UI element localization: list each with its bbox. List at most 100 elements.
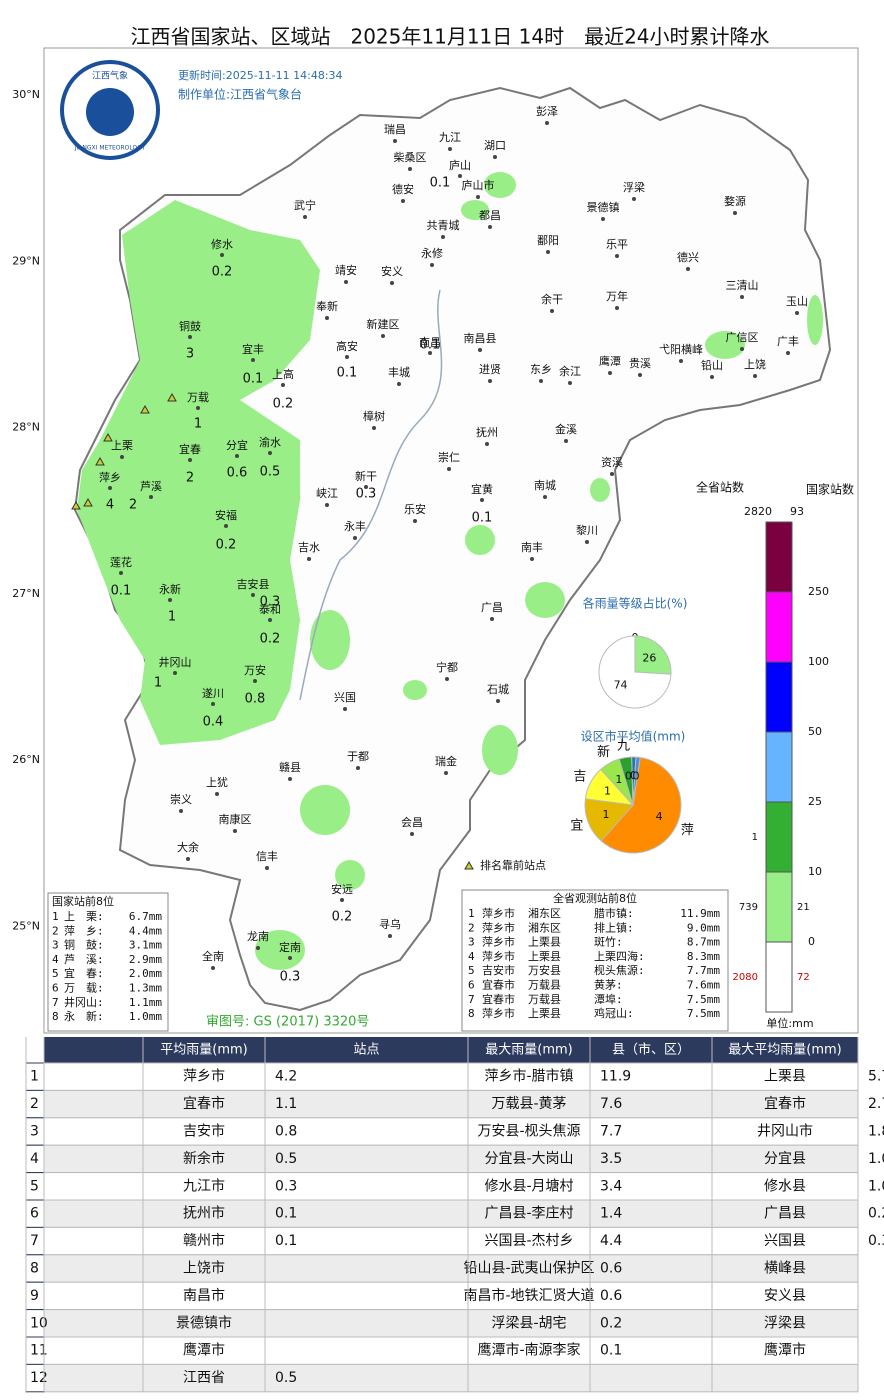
table-cell: 0.1 xyxy=(275,1233,297,1249)
table-row xyxy=(43,1309,859,1338)
list-cell: 萍乡市 xyxy=(482,1006,515,1020)
pie-label: 1 xyxy=(615,773,622,786)
place-name: 抚州 xyxy=(476,425,498,439)
list-cell: 萍乡市 xyxy=(482,906,515,920)
place-name: 遂川 xyxy=(202,686,224,700)
station-dot xyxy=(288,777,292,781)
list-cell: 7.5mm xyxy=(687,1007,720,1020)
list-cell: 7.6mm xyxy=(687,979,720,992)
color-band xyxy=(765,801,793,873)
table-cell: 安义县 xyxy=(764,1288,806,1304)
place-name: 鹰潭 xyxy=(599,354,621,368)
place-name: 奉新 xyxy=(316,299,338,313)
table-row xyxy=(43,1199,859,1228)
station-dot xyxy=(740,295,744,299)
rain-value: 0.3 xyxy=(260,595,281,610)
station-dot xyxy=(441,235,445,239)
band-tick: 0 xyxy=(808,935,815,948)
list-cell: 7 xyxy=(468,993,475,1006)
place-name: 赣县 xyxy=(279,760,301,774)
list-cell: 永 新: xyxy=(64,1009,104,1023)
table-cell: 江西省 xyxy=(183,1370,225,1386)
place-name: 万载 xyxy=(187,391,209,404)
rain-value: 0.2 xyxy=(273,397,294,412)
place-name: 黎川 xyxy=(576,523,598,537)
list-cell: 湘东区 xyxy=(528,920,561,934)
rain-value: 2 xyxy=(186,471,194,486)
pie-title: 各雨量等级占比(%) xyxy=(583,596,688,611)
title: 江西省国家站、区域站 2025年11月11日 14时 最近24小时累计降水 xyxy=(130,25,769,49)
list-cell: 万 载: xyxy=(64,982,104,995)
patch xyxy=(335,860,365,890)
place-name: 瑞金 xyxy=(435,754,457,768)
place-name: 上栗 xyxy=(111,439,133,452)
pie-title: 设区市平均值(mm) xyxy=(581,729,686,744)
place-name: 峡江 xyxy=(316,486,338,500)
list-cell: 6 xyxy=(52,982,59,995)
place-name: 资溪 xyxy=(601,456,623,469)
patch xyxy=(807,295,823,345)
table-cell: 0.1 xyxy=(600,1343,622,1359)
list-title: 全省观测站前8位 xyxy=(553,891,637,905)
place-name: 靖安 xyxy=(335,263,357,277)
table-cell: 鹰潭市 xyxy=(764,1342,806,1359)
lat-label: 29°N xyxy=(12,254,40,267)
list-cell: 8.3mm xyxy=(687,950,720,963)
place-name: 新干 xyxy=(355,469,377,483)
table-cell: 上栗县 xyxy=(764,1069,806,1085)
list-cell: 1 xyxy=(468,907,475,920)
approval: 审图号: GS (2017) 3320号 xyxy=(206,1015,369,1030)
station-dot xyxy=(235,454,239,458)
pie-label: 0 xyxy=(630,769,637,782)
station-dot xyxy=(120,455,124,459)
table-cell: 万载县-黄茅 xyxy=(491,1095,566,1112)
place-name: 南康区 xyxy=(219,812,252,826)
table-cell: 4.2 xyxy=(275,1069,297,1085)
list-cell: 万载县 xyxy=(528,993,561,1006)
place-name: 乐平 xyxy=(606,238,628,251)
band-national: 21 xyxy=(797,902,810,913)
station-dot xyxy=(710,375,714,379)
rank-marker xyxy=(167,392,177,402)
table-cell: 11 xyxy=(30,1343,48,1359)
table-cell: 11.9 xyxy=(600,1069,631,1085)
station-dot xyxy=(188,458,192,462)
table-cell: 3.5 xyxy=(600,1151,622,1167)
list-cell: 2.0mm xyxy=(129,967,162,980)
patch xyxy=(403,680,427,700)
pie-label: 1 xyxy=(603,808,610,821)
station-dot xyxy=(388,934,392,938)
pie-label: 26 xyxy=(642,651,656,664)
list-cell: 上栗县 xyxy=(528,936,561,949)
station-dot xyxy=(564,439,568,443)
station-dot xyxy=(268,451,272,455)
pie-slice xyxy=(632,756,641,806)
pie-label: 0 xyxy=(633,769,640,782)
table-cell: 鹰潭市 xyxy=(183,1342,225,1359)
table-cell: 1.4 xyxy=(600,1206,622,1222)
list-cell: 9.0mm xyxy=(687,921,720,934)
table-cell: 分宜县 xyxy=(764,1151,806,1167)
place-name: 安福 xyxy=(215,508,237,522)
place-name: 宜丰 xyxy=(242,342,264,356)
station-dot xyxy=(444,771,448,775)
pie-category: 新 xyxy=(597,744,610,760)
place-name: 崇义 xyxy=(170,793,192,806)
list-cell: 万安县 xyxy=(528,963,561,977)
station-dot xyxy=(343,707,347,711)
legend-national: 93 xyxy=(790,505,804,518)
station-dot xyxy=(413,519,417,523)
rain-value: 0.1 xyxy=(472,511,493,526)
place-name: 修水 xyxy=(211,237,233,251)
place-name: 于都 xyxy=(347,750,369,763)
table-cell: 4 xyxy=(30,1151,39,1167)
place-name: 南丰 xyxy=(521,541,543,554)
list-cell: 1.1mm xyxy=(129,996,162,1009)
place-name: 莲花 xyxy=(110,556,132,569)
station-dot xyxy=(173,671,177,675)
list-cell: 7.5mm xyxy=(687,993,720,1006)
station-dot xyxy=(539,379,543,383)
place-name: 永新 xyxy=(159,582,181,596)
station-dot xyxy=(108,486,112,490)
band-tick: 25 xyxy=(808,795,822,808)
